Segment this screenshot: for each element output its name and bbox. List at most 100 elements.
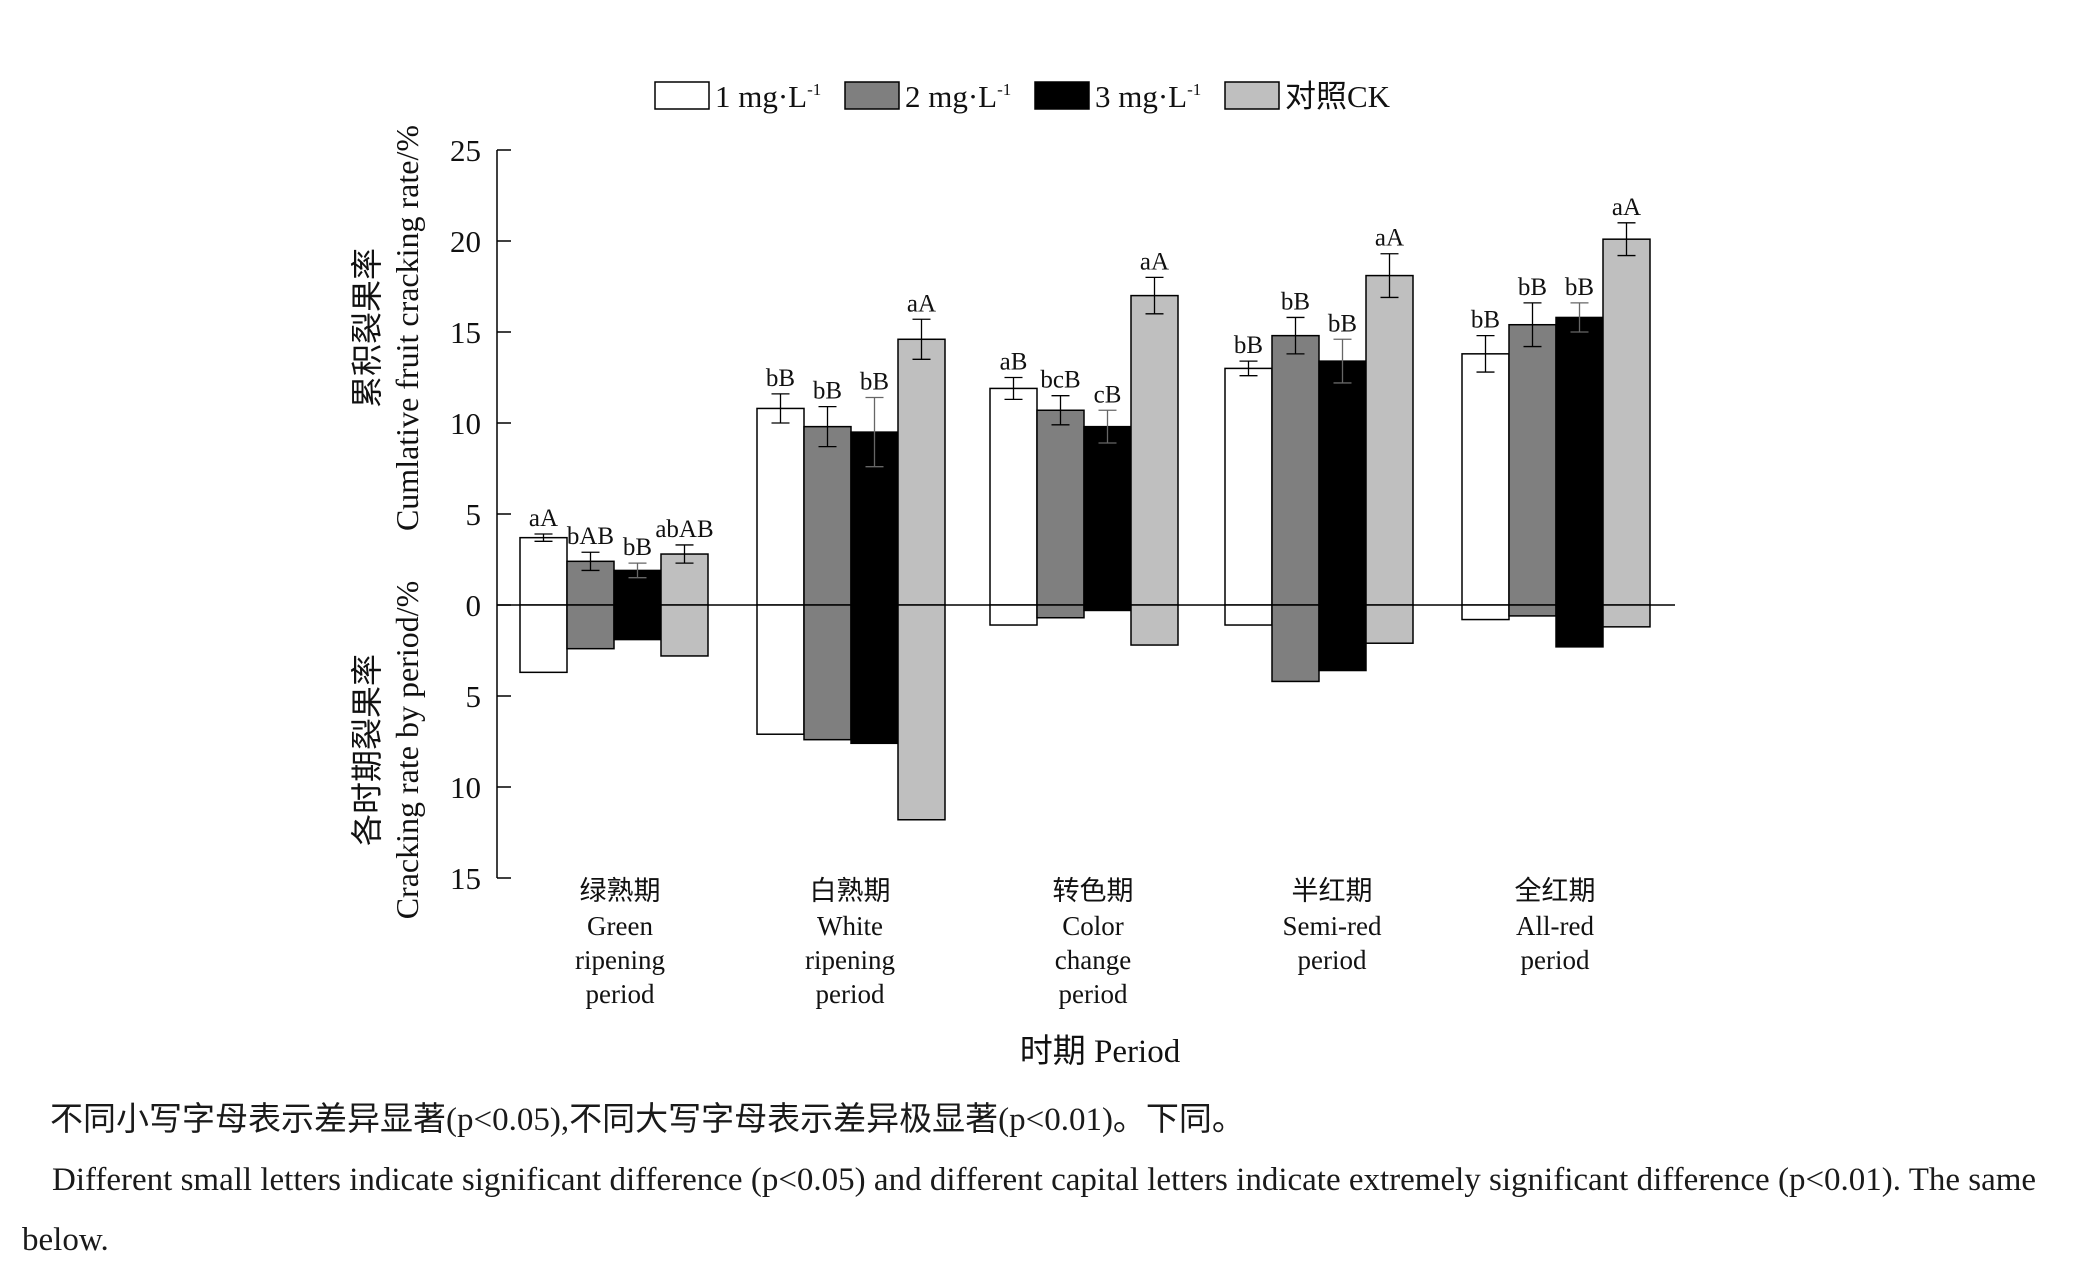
significance-label-s3-c1: bB [623, 534, 652, 561]
bar-period-s3-c4 [1318, 604, 1367, 672]
y-tick-label-2: 20 [450, 224, 481, 259]
significance-label-s1-c3: aB [1000, 349, 1028, 376]
y-tick-label-5: 5 [466, 497, 482, 532]
category-label-en-4-2: period [1298, 945, 1367, 975]
significance-label-s2-c1: bAB [567, 523, 614, 550]
category-label-en-1-3: period [586, 979, 655, 1009]
significance-label-s1-c1: aA [529, 505, 558, 532]
x-axis-title: 时期 Period [1020, 1034, 1181, 1070]
bar-cumulative-s3-c5 [1555, 316, 1604, 606]
bar-cumulative-s1-c1 [519, 536, 568, 606]
significance-label-s2-c3: bcB [1040, 367, 1080, 394]
bar-period-s2-c2 [803, 604, 852, 741]
legend-swatch-3 [1034, 81, 1090, 110]
y-tick-label-1: 25 [450, 133, 481, 168]
legend-swatch-4 [1224, 81, 1280, 110]
significance-label-s4-c5: aA [1612, 194, 1641, 221]
bar-period-s2-c1 [566, 604, 615, 650]
bar-period-s3-c3 [1083, 604, 1132, 612]
bar-period-s4-c3 [1130, 604, 1179, 646]
significance-label-s3-c3: cB [1094, 381, 1122, 408]
bar-cumulative-s2-c5 [1508, 323, 1557, 606]
bar-cumulative-s4-c4 [1365, 274, 1414, 606]
bar-chart: 1 mg·L-1 2 mg·L-1 3 mg·L-1 对照CK 25 20 15 10 5 0 5 1… [349, 79, 1675, 1070]
category-label-cn-2: 白熟期 [810, 876, 891, 906]
bar-cumulative-s4-c3 [1130, 294, 1179, 606]
category-label-cn-4: 半红期 [1292, 876, 1373, 906]
significance-label-s4-c3: aA [1140, 248, 1169, 275]
legend-label-4: 对照CK [1285, 79, 1391, 114]
bar-period-s3-c1 [613, 604, 662, 641]
bar-cumulative-s2-c4 [1271, 334, 1320, 606]
bar-period-s1-c4 [1224, 604, 1273, 626]
bar-period-s4-c1 [660, 604, 709, 657]
category-label-en-2-3: period [816, 979, 885, 1009]
bar-period-s2-c5 [1508, 604, 1557, 617]
significance-label-s4-c2: aA [907, 290, 936, 317]
bar-period-s1-c2 [756, 604, 805, 735]
y-tick-label-4: 10 [450, 406, 481, 441]
chart-figure: 1 mg·L-1 2 mg·L-1 3 mg·L-1 对照CK 25 20 15 10 5 0 5 1… [349, 79, 1675, 1070]
y-tick-label-8: 10 [450, 770, 481, 805]
bar-period-s3-c5 [1555, 604, 1604, 648]
bar-period-s1-c1 [519, 604, 568, 674]
y-tick-label-7: 5 [466, 679, 482, 714]
category-label-cn-1: 绿熟期 [580, 876, 661, 906]
footnote-chinese: 不同小写字母表示差异显著(p<0.05),不同大写字母表示差异极显著(p<0.0… [50, 1102, 1245, 1138]
significance-label-s1-c5: bB [1471, 307, 1500, 334]
significance-label-s3-c4: bB [1328, 310, 1357, 337]
y-tick-label-6: 0 [466, 588, 482, 623]
category-label-en-2-2: ripening [805, 945, 895, 975]
y-axis-title-upper-cn: 累积裂果率 [349, 248, 385, 408]
category-label-en-3-2: change [1055, 945, 1131, 975]
bar-cumulative-s1-c5 [1461, 353, 1510, 606]
bar-period-s1-c5 [1461, 604, 1510, 621]
bar-cumulative-s1-c4 [1224, 367, 1273, 606]
category-label-en-5-2: period [1521, 945, 1590, 975]
significance-label-s2-c5: bB [1518, 274, 1547, 301]
bar-cumulative-s2-c2 [803, 425, 852, 606]
bar-period-s3-c2 [850, 604, 899, 745]
bar-cumulative-s3-c3 [1083, 425, 1132, 606]
bar-cumulative-s1-c2 [756, 407, 805, 606]
bar-cumulative-s1-c3 [989, 387, 1038, 606]
category-label-en-5-1: All-red [1516, 911, 1594, 941]
y-axis-title-lower-cn: 各时期裂果率 [349, 654, 385, 846]
category-label-en-3-1: Color [1062, 911, 1124, 941]
legend-label-2: 2 mg·L-1 [905, 79, 1011, 114]
bar-cumulative-s3-c4 [1318, 360, 1367, 606]
bar-period-s4-c2 [897, 604, 946, 821]
bar-cumulative-s4-c5 [1602, 238, 1651, 606]
bar-period-s4-c4 [1365, 604, 1414, 644]
category-label-en-1-1: Green [587, 911, 653, 941]
legend-label-1: 1 mg·L-1 [715, 79, 821, 114]
bar-period-s2-c4 [1271, 604, 1320, 683]
bar-cumulative-s2-c3 [1036, 409, 1085, 606]
significance-label-s3-c2: bB [860, 369, 889, 396]
bar-period-s4-c5 [1602, 604, 1651, 628]
category-label-cn-5: 全红期 [1515, 876, 1596, 906]
significance-label-s4-c4: aA [1375, 225, 1404, 252]
bar-period-s1-c3 [989, 604, 1038, 626]
significance-label-s2-c4: bB [1281, 288, 1310, 315]
category-label-en-2-1: White [817, 911, 883, 941]
bar-period-s2-c3 [1036, 604, 1085, 619]
category-label-en-4-1: Semi-red [1283, 911, 1382, 941]
significance-label-s3-c5: bB [1565, 274, 1594, 301]
category-label-cn-3: 转色期 [1053, 876, 1134, 906]
bar-cumulative-s4-c2 [897, 338, 946, 606]
y-axis-title-upper-en: Cumlative fruit cracking rate/% [389, 125, 425, 531]
y-tick-label-9: 15 [450, 861, 481, 896]
footnote-english: Different small letters indicate signifi… [22, 1162, 2037, 1258]
significance-label-s1-c2: bB [766, 365, 795, 392]
significance-label-s4-c1: abAB [655, 516, 713, 543]
legend-label-3: 3 mg·L-1 [1095, 79, 1201, 114]
legend-swatch-2 [844, 81, 900, 110]
y-axis-title-lower-en: Cracking rate by period/% [389, 581, 425, 920]
y-tick-label-3: 15 [450, 315, 481, 350]
legend-swatch-1 [654, 81, 710, 110]
category-label-en-1-2: ripening [575, 945, 665, 975]
category-label-en-3-3: period [1059, 979, 1128, 1009]
significance-label-s2-c2: bB [813, 378, 842, 405]
significance-label-s1-c4: bB [1234, 332, 1263, 359]
